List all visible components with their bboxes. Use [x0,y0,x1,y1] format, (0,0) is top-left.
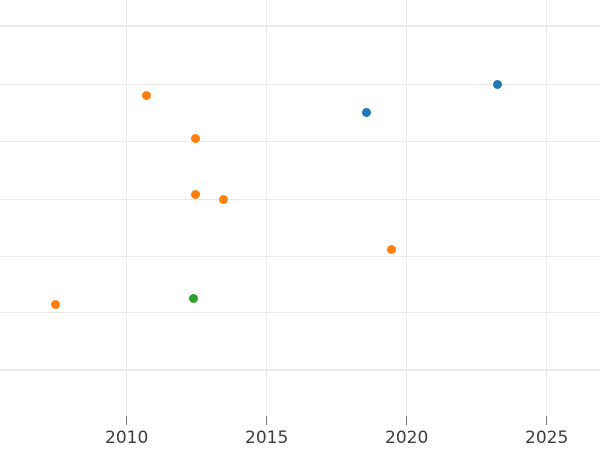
v-gridline-2020 [406,0,408,417]
x-tick-mark-2015 [266,416,268,425]
data-point-orange-2 [190,133,200,143]
h-gridline-4 [0,256,600,258]
h-gridline-2 [0,141,600,143]
data-point-blue-1 [492,80,502,90]
x-tick-mark-2025 [546,416,548,425]
x-tick-label-2015: 2015 [245,428,289,448]
data-point-orange-1 [142,91,152,101]
data-point-orange-3 [190,190,200,200]
v-gridline-2015 [266,0,268,417]
h-gridline-0 [0,25,600,27]
data-point-blue-0 [362,108,372,118]
h-gridline-1 [0,83,600,85]
v-gridline-2010 [126,0,128,417]
x-tick-label-2020: 2020 [385,428,429,448]
h-gridline-3 [0,198,600,200]
x-tick-mark-2020 [406,416,408,425]
v-gridline-2025 [546,0,548,417]
data-point-green-0 [188,294,198,304]
data-point-orange-4 [218,194,228,204]
x-tick-mark-2010 [126,416,128,425]
h-gridline-5 [0,312,600,314]
data-point-orange-0 [51,299,61,309]
data-point-orange-5 [386,244,396,254]
x-tick-label-2010: 2010 [105,428,149,448]
h-gridline-6 [0,369,600,371]
x-tick-label-2025: 2025 [525,428,569,448]
